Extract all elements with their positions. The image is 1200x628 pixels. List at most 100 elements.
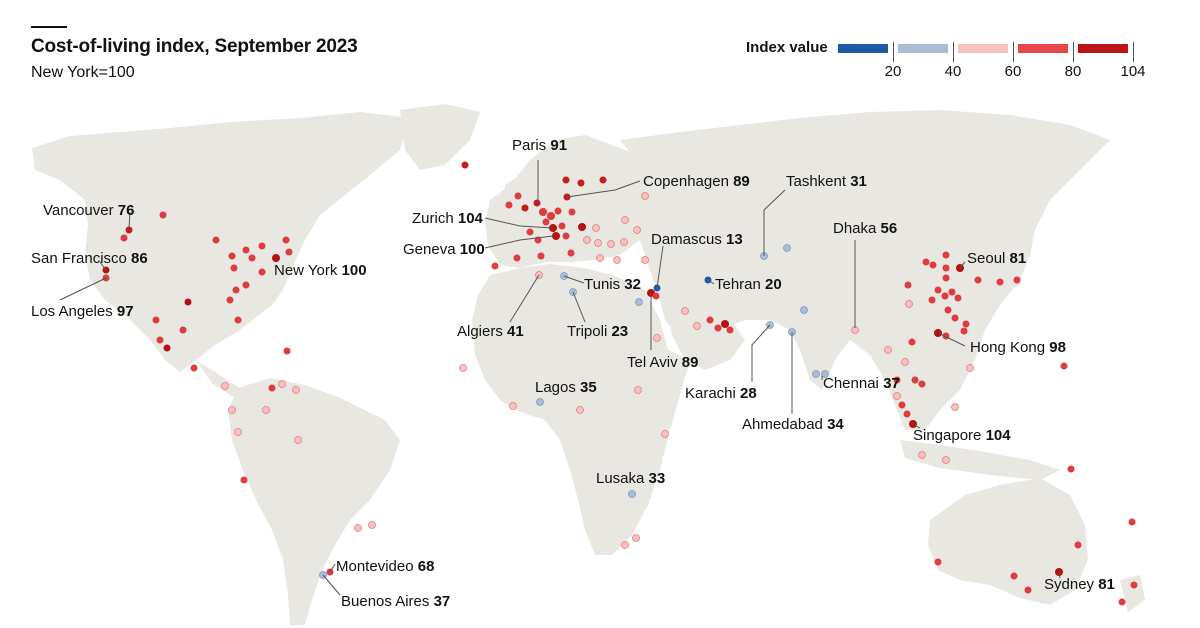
city-dot <box>221 382 229 390</box>
label-geneva: Geneva 100 <box>403 241 485 258</box>
landmass <box>32 104 1145 625</box>
city-dot <box>928 296 936 304</box>
city-dot <box>821 370 829 378</box>
legend-swatch-5 <box>1078 44 1128 53</box>
city-dot <box>226 296 234 304</box>
city-dot <box>283 347 291 355</box>
city-dot <box>234 316 242 324</box>
city-dot <box>568 208 576 216</box>
city-dot <box>942 251 950 259</box>
city-dot <box>681 307 689 315</box>
city-dot <box>962 320 970 328</box>
label-chennai: Chennai 37 <box>823 375 900 392</box>
legend-tick-label: 104 <box>1120 63 1146 80</box>
city-dot <box>942 456 950 464</box>
city-dot <box>911 376 919 384</box>
city-dot <box>230 264 238 272</box>
city-dot <box>461 161 469 169</box>
leader-seoul <box>959 261 966 269</box>
city-dot <box>163 344 171 352</box>
city-dot <box>1024 586 1032 594</box>
city-dot <box>884 346 892 354</box>
city-dot <box>621 216 629 224</box>
legend-tick <box>1133 42 1134 62</box>
city-dot <box>596 254 604 262</box>
city-dot <box>635 298 643 306</box>
city-dot <box>536 398 544 406</box>
page-title: Cost-of-living index, September 2023 <box>31 36 358 57</box>
label-telaviv: Tel Aviv 89 <box>627 354 698 371</box>
city-dot <box>491 262 499 270</box>
legend-swatch-2 <box>898 44 948 53</box>
city-dot <box>661 430 669 438</box>
leader-montevideo <box>329 563 336 573</box>
label-montevideo: Montevideo 68 <box>336 558 434 575</box>
city-dot <box>942 264 950 272</box>
leader-damascus <box>656 245 664 289</box>
city-dot <box>258 242 266 250</box>
leader-vancouver <box>128 211 131 229</box>
title-rule <box>31 26 67 28</box>
label-lusaka: Lusaka 33 <box>596 470 665 487</box>
city-dot <box>509 402 517 410</box>
city-dot <box>653 334 661 342</box>
city-dot <box>542 218 550 226</box>
city-dot <box>152 316 160 324</box>
city-dot <box>944 306 952 314</box>
city-dot <box>240 476 248 484</box>
land-arabia <box>665 300 745 370</box>
city-dot <box>562 176 570 184</box>
label-vancouver: Vancouver 76 <box>43 202 134 219</box>
city-dot <box>262 406 270 414</box>
city-dot <box>120 234 128 242</box>
city-dot <box>242 246 250 254</box>
city-dot <box>714 324 722 332</box>
city-dot <box>908 338 916 346</box>
city-dot <box>607 240 615 248</box>
leader-algiers <box>509 274 540 323</box>
city-dot <box>726 326 734 334</box>
legend-tick <box>1013 42 1014 62</box>
city-dot <box>974 276 982 284</box>
city-dot <box>558 222 566 230</box>
city-dot <box>918 380 926 388</box>
label-sanfrancisco: San Francisco 86 <box>31 250 148 267</box>
city-dot <box>918 451 926 459</box>
city-dot <box>613 256 621 264</box>
city-dot <box>966 364 974 372</box>
leader-hongkong <box>937 332 966 347</box>
city-dot <box>547 212 555 220</box>
city-dot <box>583 236 591 244</box>
city-dot <box>628 490 636 498</box>
city-dot <box>893 376 901 384</box>
city-dot <box>800 306 808 314</box>
city-dot <box>232 286 240 294</box>
leader-copenhagen <box>566 180 641 198</box>
city-dot <box>567 249 575 257</box>
land-asia <box>620 110 1110 430</box>
city-dot <box>996 278 1004 286</box>
city-dot <box>292 386 300 394</box>
city-dot <box>576 406 584 414</box>
city-dot <box>354 524 362 532</box>
label-zurich: Zurich 104 <box>412 210 484 227</box>
city-dot <box>248 254 256 262</box>
leader-sydney <box>1058 571 1061 579</box>
city-dot <box>934 286 942 294</box>
city-dot <box>285 248 293 256</box>
city-dot <box>942 274 950 282</box>
city-labels: Paris 91 Copenhagen 89 Tashkent 31 Vanco… <box>31 137 1115 610</box>
city-dot <box>634 386 642 394</box>
leader-singapore <box>912 423 921 429</box>
city-dot <box>539 208 547 216</box>
label-losangeles: Los Angeles 97 <box>31 303 134 320</box>
city-dot <box>228 406 236 414</box>
city-dot <box>562 232 570 240</box>
city-dot <box>621 541 629 549</box>
city-dot <box>156 336 164 344</box>
city-dot <box>898 401 906 409</box>
city-dot <box>125 226 133 234</box>
land-south-america <box>228 378 400 625</box>
legend-tick <box>953 42 954 62</box>
